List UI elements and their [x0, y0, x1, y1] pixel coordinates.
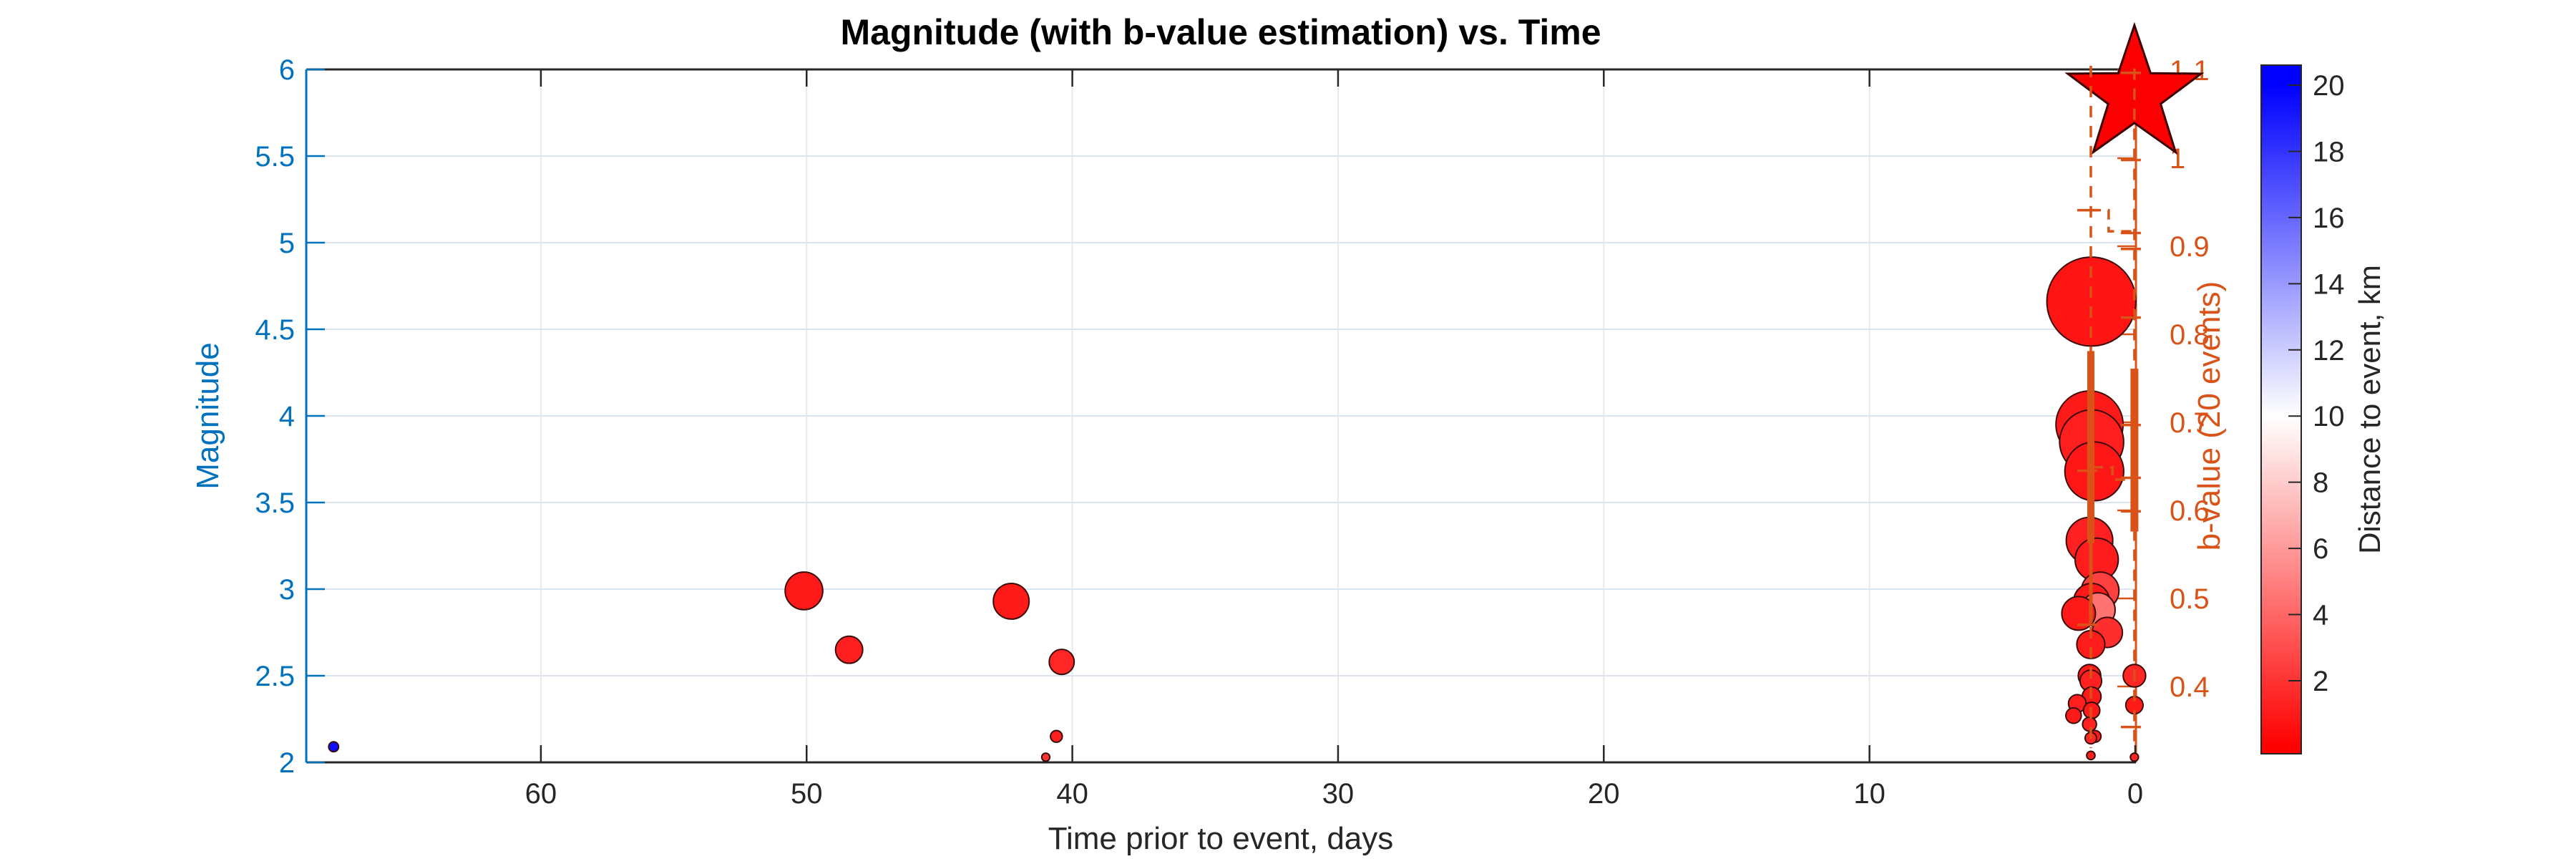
event-bubble — [784, 571, 824, 611]
y-left-tick-label: 4 — [279, 401, 295, 432]
x-tick-label: 40 — [1056, 778, 1088, 810]
y-left-tick-label: 4.5 — [255, 314, 295, 346]
b-value-errorbar-overlay — [2077, 65, 2141, 749]
x-tick-label: 0 — [2127, 778, 2143, 810]
x-tick-label: 50 — [791, 778, 823, 810]
colorbar-tick-label: 14 — [2313, 268, 2345, 300]
y-right-tick-label: 0.6 — [2170, 495, 2210, 527]
x-tick-label: 20 — [1588, 778, 1620, 810]
x-tick-label: 10 — [1853, 778, 1885, 810]
event-bubble — [328, 741, 340, 753]
event-bubble — [1050, 729, 1063, 743]
y-left-tick-label: 2.5 — [255, 661, 295, 692]
b-value-step-line — [2091, 208, 2133, 233]
colorbar-tick-label: 8 — [2313, 467, 2328, 499]
colorbar: 2 4 6 8 10 12 14 16 18 20 — [2260, 64, 2345, 754]
y-left-tick-label: 3.5 — [255, 487, 295, 519]
y-left-tick-label: 2 — [279, 747, 295, 779]
y-right-tick-label: 0.7 — [2170, 407, 2210, 439]
y-right-axis-label: b-value (20 events) — [2192, 281, 2227, 551]
y-right-tick-label: 0.4 — [2170, 671, 2210, 703]
y-left-tick-label: 5 — [279, 228, 295, 259]
y-right-tick-label: 0.8 — [2170, 319, 2210, 351]
event-bubble — [2065, 707, 2082, 724]
colorbar-tick-label: 12 — [2313, 335, 2345, 367]
colorbar-tick-label: 10 — [2313, 401, 2345, 432]
gridlines — [306, 69, 2136, 762]
chart-title: Magnitude (with b-value estimation) vs. … — [840, 12, 1601, 52]
x-axis-label: Time prior to event, days — [1048, 821, 1394, 856]
event-bubble — [992, 582, 1030, 620]
axes-tick-labels: 60 50 40 30 20 10 0 2 2.5 3 3.5 4 4.5 5 5.5 6 0.4 0.5 0.6 0… — [255, 54, 2209, 810]
colorbar-tick-label: 6 — [2313, 533, 2328, 565]
b-value-step-line — [2093, 465, 2135, 481]
colorbar-tick-label: 20 — [2313, 70, 2345, 102]
colorbar-gradient — [2260, 64, 2302, 754]
colorbar-tick-label: 16 — [2313, 203, 2345, 234]
event-bubble — [2129, 752, 2140, 762]
y-right-tick-label: 0.9 — [2170, 231, 2210, 263]
event-bubble — [2086, 750, 2096, 761]
colorbar-label: Distance to event, km — [2353, 265, 2386, 554]
y-left-tick-label: 5.5 — [255, 141, 295, 173]
y-left-tick-label: 6 — [279, 54, 295, 86]
colorbar-tick-label: 2 — [2313, 666, 2328, 697]
colorbar-tick-label: 18 — [2313, 136, 2345, 168]
colorbar-tick-label: 4 — [2313, 600, 2328, 631]
y-left-axis-label: Magnitude — [190, 342, 225, 489]
event-bubble — [2061, 596, 2097, 631]
x-tick-label: 60 — [525, 778, 557, 810]
event-bubble — [834, 635, 864, 664]
x-tick-label: 30 — [1322, 778, 1355, 810]
event-bubble — [2082, 717, 2097, 732]
earthquake-bubbles — [328, 256, 2147, 762]
event-bubble — [1040, 752, 1051, 762]
y-left-tick-label: 3 — [279, 574, 295, 606]
y-right-tick-label: 0.5 — [2170, 583, 2210, 615]
event-bubble — [1048, 649, 1075, 676]
